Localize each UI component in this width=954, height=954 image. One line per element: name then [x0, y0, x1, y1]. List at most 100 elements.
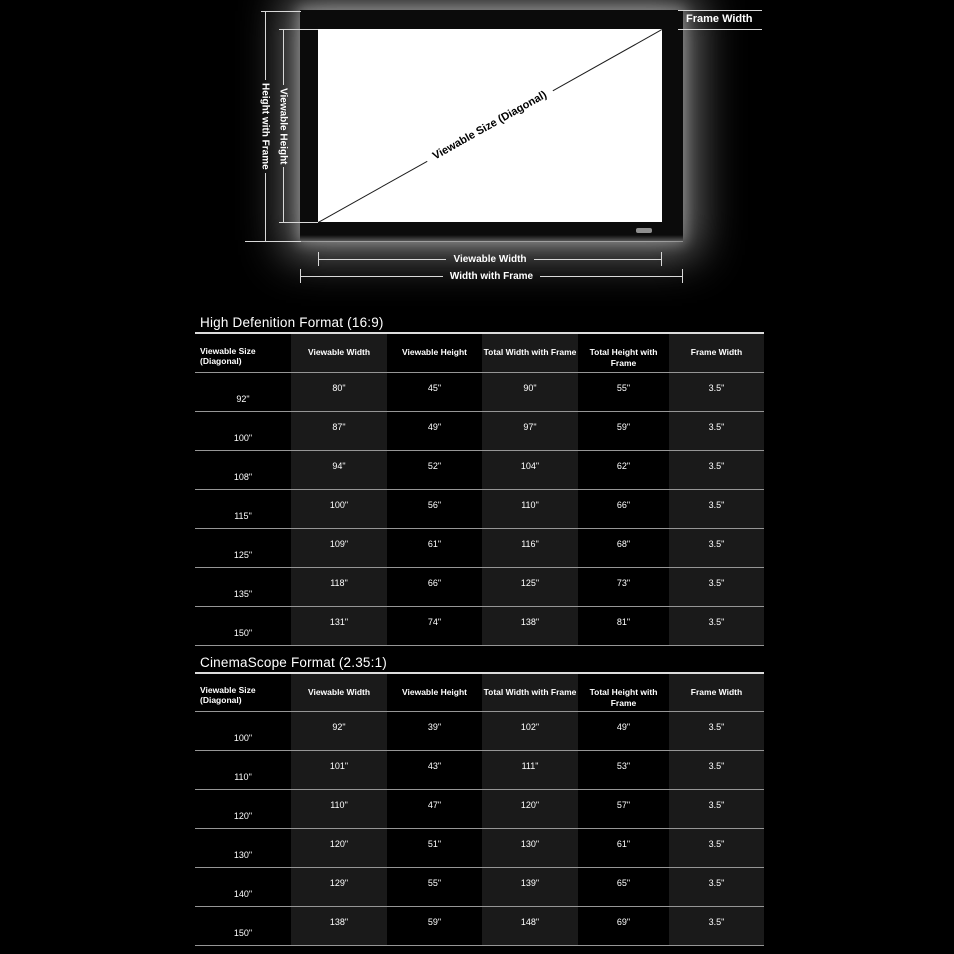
table-cell: 120"	[291, 828, 387, 868]
table-cell: 94"	[291, 450, 387, 489]
table-cell: 3.5"	[669, 606, 764, 645]
table-row: 100" 92" 39" 102" 49" 3.5"	[195, 711, 764, 751]
table-cell: 3.5"	[669, 411, 764, 450]
diagonal-line	[317, 160, 427, 223]
measure-line	[264, 11, 266, 81]
table-cell: 73"	[616, 577, 631, 588]
table-cell: 62"	[616, 460, 631, 471]
table-cell: 3.5"	[669, 789, 764, 829]
table-cell: 101"	[291, 750, 387, 790]
table-row: 108" 94" 52" 104" 62" 3.5"	[195, 450, 764, 489]
table-cell: 140"	[233, 889, 253, 899]
header-row: Viewable Size (Diagonal) Viewable Width Vi…	[195, 673, 764, 712]
table-cell: 43"	[427, 761, 442, 771]
table-cell: 148"	[482, 906, 578, 946]
table-cell: 52"	[427, 460, 442, 471]
measure-tick	[279, 29, 318, 30]
brand-logo	[636, 228, 652, 233]
table-row: 140" 129" 55" 139" 65" 3.5"	[195, 867, 764, 907]
table-cell: 110"	[234, 772, 252, 782]
table-cell: 130"	[233, 850, 253, 860]
hd-format-title: High Defenition Format (16:9)	[200, 315, 384, 330]
table-cell: 150"	[233, 928, 253, 938]
table-cell: 3.5"	[669, 450, 764, 489]
table-cell: 55"	[616, 382, 631, 393]
table-row: 150" 138" 59" 148" 69" 3.5"	[195, 906, 764, 946]
table-cell: 3.5"	[669, 750, 764, 790]
table-cell: 45"	[427, 382, 442, 393]
table-cell: 109"	[291, 528, 387, 567]
table-cell: 125"	[482, 567, 578, 606]
cinemascope-format-section: CinemaScope Format (2.35:1) Viewable Siz…	[195, 654, 764, 947]
table-cell: 129"	[291, 867, 387, 907]
table-cell: 3.5"	[669, 372, 764, 411]
table-cell: 49"	[427, 421, 442, 432]
table-cell: 110"	[291, 789, 387, 829]
header-cell: Viewable Height	[401, 686, 468, 697]
measure-line	[282, 29, 284, 85]
table-row: 100" 87" 49" 97" 59" 3.5"	[195, 411, 764, 450]
measure-line	[319, 258, 447, 260]
table-cell: 56"	[427, 499, 442, 510]
table-cell: 116"	[482, 528, 578, 567]
measure-line	[282, 167, 284, 224]
viewable-height-label: Viewable Height	[277, 87, 289, 165]
hd-format-table: Viewable Size (Diagonal) Viewable Width Vi…	[195, 334, 764, 646]
table-cell: 92"	[236, 393, 250, 404]
table-cell: 74"	[427, 616, 442, 627]
viewable-width-label: Viewable Width	[453, 253, 527, 265]
measure-tick	[661, 252, 663, 266]
table-cell: 39"	[427, 722, 442, 732]
table-cell: 139"	[482, 867, 578, 907]
diagonal-measure: Viewable Size (Diagonal)	[317, 28, 662, 223]
spec-tables: High Defenition Format (16:9) Viewable S…	[195, 314, 764, 946]
table-cell: 120"	[233, 811, 253, 821]
table-cell: 49"	[616, 722, 631, 732]
table-cell: 66"	[427, 577, 442, 588]
table-cell: 3.5"	[669, 489, 764, 528]
table-cell: 87"	[291, 411, 387, 450]
measure-tick	[318, 252, 319, 266]
height-with-frame-measure: Height with Frame	[258, 11, 272, 242]
table-cell: 3.5"	[669, 906, 764, 946]
table-cell: 118"	[291, 567, 387, 606]
table-cell: 55"	[427, 878, 442, 888]
table-row: 130" 120" 51" 130" 61" 3.5"	[195, 828, 764, 868]
width-with-frame-label: Width with Frame	[449, 270, 534, 282]
measure-tick	[261, 11, 301, 12]
table-cell: 81"	[616, 616, 631, 627]
header-cell: Viewable Height	[401, 347, 468, 357]
table-cell: 61"	[427, 538, 442, 549]
table-cell: 59"	[616, 421, 631, 432]
table-cell: 100"	[233, 432, 253, 443]
table-row: 110" 101" 43" 111" 53" 3.5"	[195, 750, 764, 790]
title-rule	[195, 332, 764, 334]
table-cell: 65"	[616, 878, 631, 888]
table-cell: 80"	[291, 372, 387, 411]
header-cell: Total Width with Frame	[482, 334, 578, 372]
measure-line	[533, 258, 662, 260]
measure-line	[540, 275, 682, 277]
table-cell: 90"	[482, 372, 578, 411]
table-cell: 108"	[233, 471, 253, 482]
table-cell: 100"	[291, 489, 387, 528]
header-cell: Frame Width	[669, 673, 764, 712]
header-cell: Viewable Size (Diagonal)	[200, 345, 256, 366]
table-cell: 3.5"	[669, 711, 764, 751]
header-cell: Viewable Width	[291, 673, 387, 712]
measure-line	[264, 172, 266, 242]
viewable-height-measure: Viewable Height	[276, 29, 290, 224]
table-cell: 130"	[482, 828, 578, 868]
table-cell: 3.5"	[669, 528, 764, 567]
viewable-width-measure: Viewable Width	[318, 252, 663, 266]
cinemascope-format-title: CinemaScope Format (2.35:1)	[200, 654, 387, 670]
width-with-frame-measure: Width with Frame	[300, 269, 683, 283]
table-cell: 131"	[291, 606, 387, 645]
table-row: 92" 80" 45" 90" 55" 3.5"	[195, 372, 764, 411]
table-cell: 68"	[616, 538, 631, 549]
table-cell: 53"	[616, 761, 631, 771]
measure-tick	[682, 269, 683, 283]
table-cell: 111"	[482, 750, 578, 790]
table-row: 150" 131" 74" 138" 81" 3.5"	[195, 606, 764, 645]
